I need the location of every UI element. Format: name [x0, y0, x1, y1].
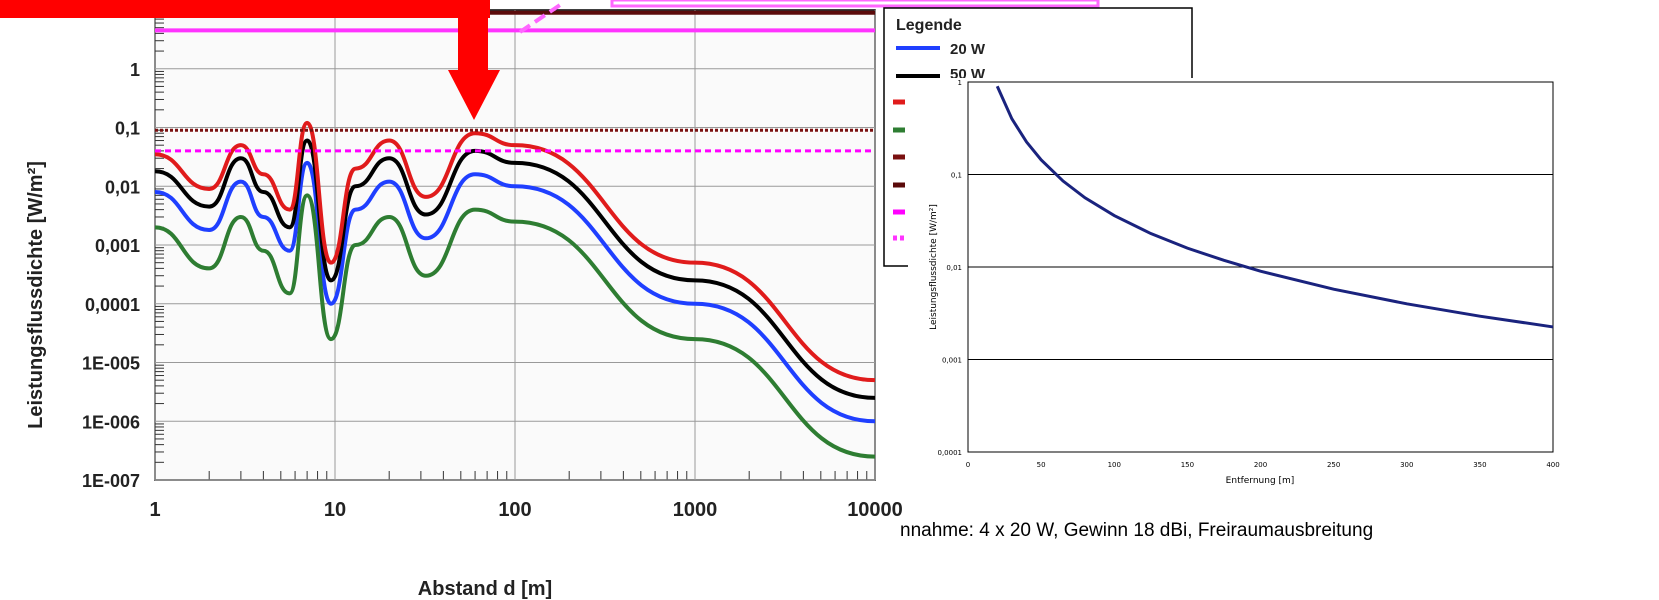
- right-y-axis-label: Leistungsflussdichte [W/m²]: [929, 204, 939, 330]
- left-x-tick-label: 1000: [673, 499, 718, 521]
- left-y-tick-label: 0,001: [95, 236, 140, 256]
- left-series-line: [154, 138, 876, 400]
- right-x-tick-label: 150: [1181, 461, 1194, 469]
- red-annotation-bar: [0, 0, 490, 18]
- caption: nnahme: 4 x 20 W, Gewinn 18 dBi, Freirau…: [900, 520, 1373, 541]
- right-series: [995, 85, 1554, 329]
- right-x-tick-label: 0: [966, 461, 970, 469]
- right-y-tick-label: 0,1: [951, 172, 962, 180]
- right-grid: [968, 174, 1553, 360]
- left-y-axis-label: Leistungsflussdichte [W/m²]: [25, 161, 47, 429]
- red-arrow-head: [448, 70, 500, 120]
- magenta-dashed-pointer: [518, 3, 562, 34]
- annotations: [0, 0, 1100, 120]
- right-y-tick-labels: 0,0001 0,001 0,01 0,1 1: [938, 79, 963, 457]
- right-x-tick-label: 350: [1473, 461, 1486, 469]
- left-y-tick-label: 1E-005: [82, 354, 140, 374]
- right-x-tick-label: 100: [1108, 461, 1121, 469]
- magenta-callout-box: [610, 0, 1100, 8]
- legend-entry-20w: 20 W: [950, 41, 986, 58]
- legend-title: Legende: [896, 17, 962, 34]
- left-y-tick-label: 1E-006: [82, 412, 140, 432]
- right-x-tick-label: 250: [1327, 461, 1340, 469]
- left-x-tick-labels: 1 10 100 1000 10000: [149, 499, 902, 521]
- left-x-tick-label: 10000: [847, 499, 903, 521]
- left-series-line: [154, 193, 876, 459]
- right-x-tick-label: 50: [1037, 461, 1046, 469]
- left-x-tick-label: 10: [324, 499, 346, 521]
- left-series-line: [154, 160, 876, 424]
- right-y-tick-label: 0,001: [942, 357, 962, 365]
- right-x-tick-label: 300: [1400, 461, 1413, 469]
- left-x-axis-label: Abstand d [m]: [418, 578, 552, 600]
- left-y-tick-labels: 1E-007 1E-006 1E-005 0,0001 0,001 0,01 0,1 1: [82, 60, 140, 491]
- right-x-axis-label: Entfernung [m]: [1226, 476, 1295, 486]
- right-series-line: [995, 85, 1554, 329]
- left-y-tick-label: 0,1: [115, 119, 140, 139]
- left-y-tick-label: 0,01: [105, 177, 140, 197]
- left-y-tick-label: 1E-007: [82, 471, 140, 491]
- left-x-tick-label: 100: [498, 499, 531, 521]
- left-x-tick-label: 1: [149, 499, 160, 521]
- right-y-tick-label: 0,0001: [938, 449, 963, 457]
- right-chart: 0,0001 0,001 0,01 0,1 1 0 50 100 150 200 250 300 35…: [900, 78, 1659, 543]
- right-x-tick-label: 200: [1254, 461, 1267, 469]
- right-x-tick-label: 400: [1546, 461, 1559, 469]
- right-x-tick-labels: 0 50 100 150 200 250 300 350 400: [966, 461, 1560, 469]
- left-y-tick-label: 1: [130, 60, 140, 80]
- right-y-tick-label: 0,01: [946, 264, 962, 272]
- red-arrow-shaft: [458, 0, 488, 70]
- left-series-line: [154, 120, 876, 383]
- right-y-tick-label: 1: [958, 79, 962, 87]
- left-y-tick-label: 0,0001: [85, 295, 140, 315]
